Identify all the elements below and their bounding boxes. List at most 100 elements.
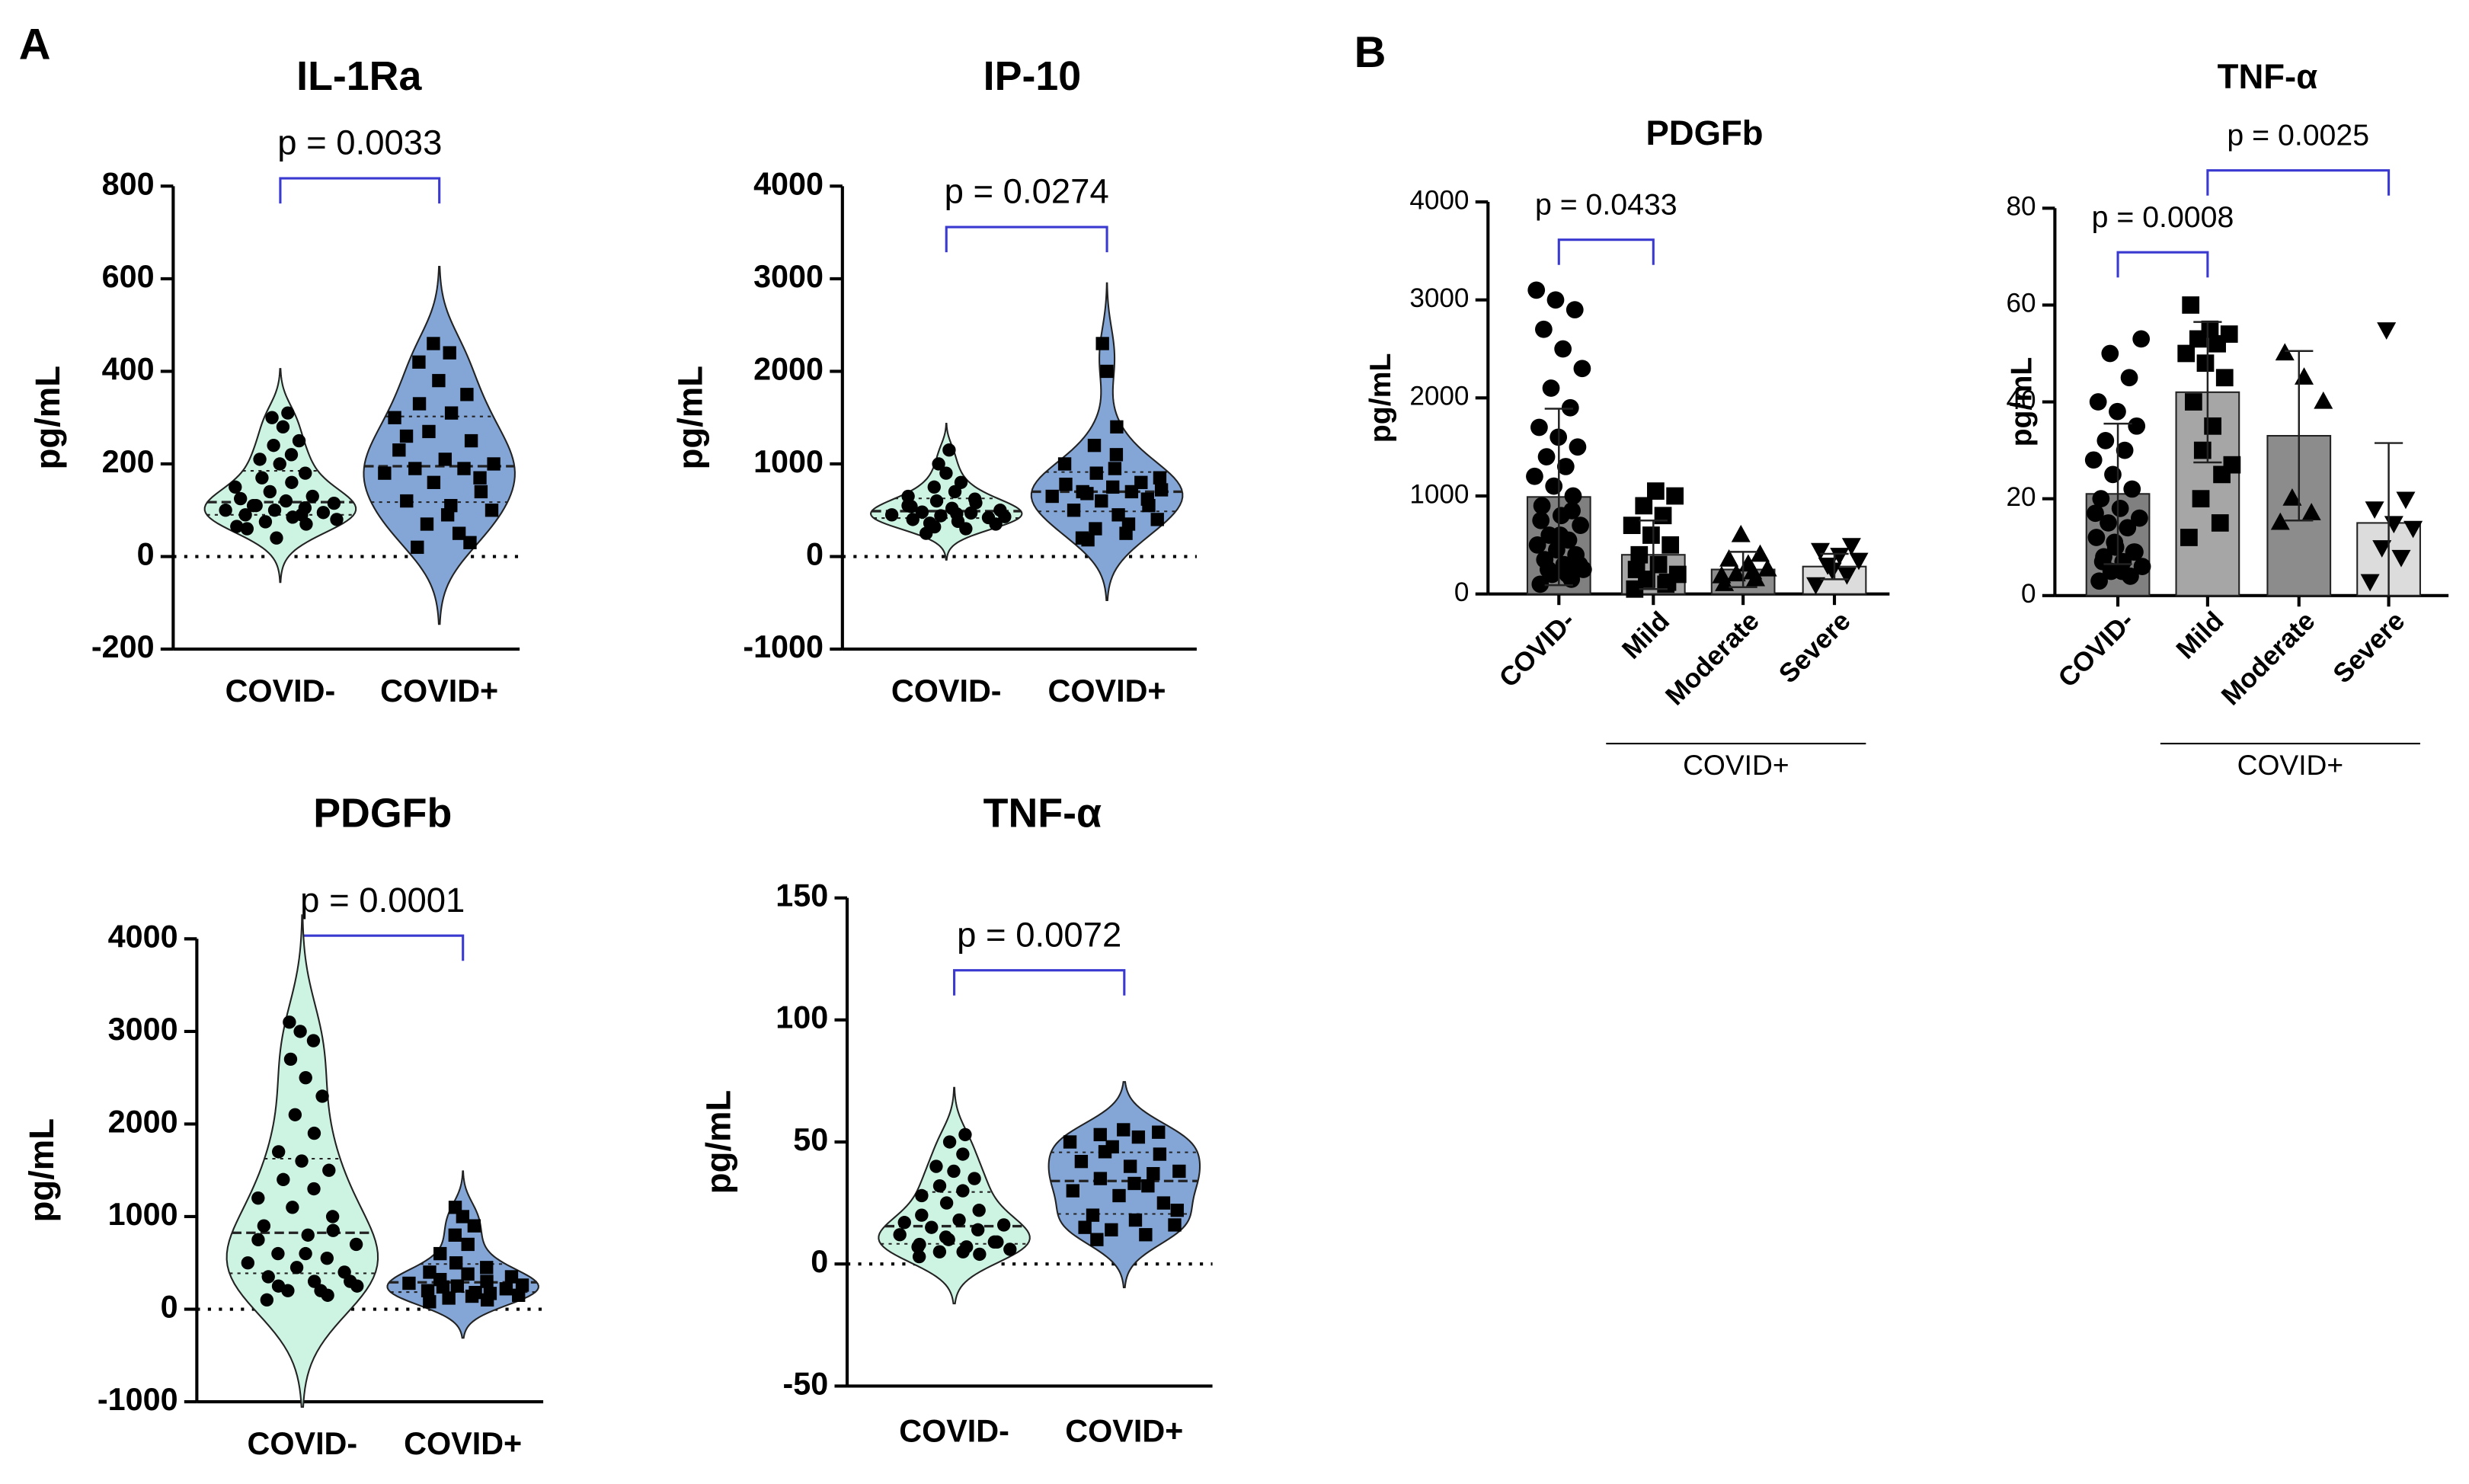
data-point (283, 1015, 296, 1029)
data-point (2211, 514, 2229, 532)
data-point (485, 504, 499, 517)
panel-label: A (19, 21, 51, 69)
data-point (443, 346, 456, 360)
data-point (967, 1172, 981, 1185)
data-point (438, 453, 452, 466)
data-point (487, 457, 501, 471)
data-point (272, 1145, 286, 1159)
y-axis-label: pg/mL (1364, 353, 1397, 443)
data-point (964, 506, 978, 520)
data-point (2270, 512, 2290, 530)
data-point (440, 508, 455, 522)
error-bar (1729, 551, 1757, 588)
data-point (1572, 517, 1589, 535)
data-point (1658, 573, 1677, 591)
data-point (449, 1256, 463, 1270)
data-point (246, 498, 261, 513)
data-point (1554, 340, 1572, 358)
data-point (515, 1278, 529, 1292)
data-point (1573, 360, 1591, 378)
data-point (904, 500, 918, 513)
data-point (1100, 364, 1114, 379)
data-point (1837, 567, 1857, 585)
y-tick-label: -200 (91, 629, 155, 664)
data-point (1627, 561, 1645, 578)
x-tick-label: COVID- (225, 673, 336, 708)
data-point (465, 1289, 479, 1303)
x-tick-label: Mild (2170, 606, 2229, 664)
data-point (504, 1270, 519, 1284)
data-point (2220, 325, 2238, 343)
data-point (260, 1293, 274, 1307)
data-point (1095, 494, 1108, 508)
data-point (1063, 1135, 1077, 1149)
data-point (261, 1270, 275, 1284)
significance-bracket (2206, 169, 2391, 196)
chart-title: TNF-α (983, 790, 1102, 836)
data-point (2177, 344, 2196, 363)
data-point (923, 517, 937, 530)
data-point (1121, 517, 1136, 531)
data-point (1647, 482, 1665, 500)
violin (363, 266, 516, 625)
data-point (2396, 491, 2416, 510)
data-point (306, 1034, 321, 1047)
data-point (932, 1245, 947, 1259)
data-point (315, 1089, 329, 1103)
data-point (267, 504, 282, 517)
y-tick-label: 0 (806, 536, 824, 571)
data-point (279, 494, 293, 508)
data-point (2391, 549, 2411, 568)
data-point (2192, 490, 2210, 508)
data-point (1086, 1208, 1100, 1222)
data-point (349, 1237, 363, 1252)
y-tick-label: 0 (2021, 579, 2036, 609)
data-point (281, 406, 295, 420)
x-tick-label: COVID+ (380, 673, 498, 708)
y-tick-label: -1000 (743, 629, 824, 664)
data-point (906, 513, 919, 526)
data-point (912, 1249, 926, 1264)
data-point (307, 1275, 321, 1288)
y-tick-label: 1000 (108, 1197, 178, 1232)
data-point (2377, 322, 2397, 340)
data-point (241, 1256, 255, 1270)
y-tick-label: 3000 (108, 1012, 178, 1047)
data-point (464, 433, 478, 448)
data-point (1003, 1243, 1017, 1256)
data-point (942, 1135, 957, 1149)
data-point (289, 1261, 304, 1275)
data-point (295, 508, 309, 522)
data-point (929, 494, 944, 508)
data-point (2365, 501, 2384, 520)
data-point (915, 505, 929, 519)
data-point (1566, 301, 1584, 318)
data-point (427, 337, 440, 350)
y-tick-label: 800 (102, 166, 155, 201)
data-point (2116, 441, 2134, 459)
data-point (911, 1240, 925, 1254)
x-tick-label: COVID- (891, 673, 1002, 708)
x-tick-label: COVID- (899, 1413, 1009, 1448)
violin (878, 1086, 1031, 1305)
data-point (1172, 1164, 1186, 1179)
data-point (474, 485, 488, 499)
data-point (427, 475, 441, 489)
data-point (2104, 465, 2122, 484)
p-value: p = 0.0072 (957, 915, 1121, 954)
data-point (452, 526, 466, 540)
data-point (512, 1288, 526, 1302)
data-point (480, 1275, 494, 1288)
p-value: p = 0.0025 (2227, 119, 2369, 152)
x-tick-label: COVID- (2052, 606, 2140, 693)
error-bar (2285, 350, 2314, 522)
y-tick-label: 0 (811, 1244, 828, 1279)
x-tick-label: Severe (2327, 606, 2410, 689)
data-point (884, 508, 899, 522)
data-point (1569, 438, 1587, 456)
y-tick-label: 100 (776, 1000, 828, 1035)
significance-bracket (2116, 251, 2209, 278)
data-point (1156, 1196, 1171, 1210)
data-point (316, 506, 331, 520)
data-point (952, 1213, 966, 1227)
